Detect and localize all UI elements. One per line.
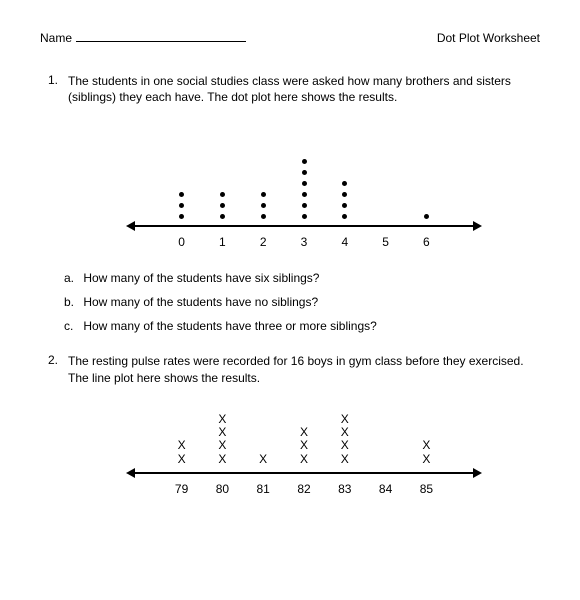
- worksheet-header: Name Dot Plot Worksheet: [40, 30, 540, 45]
- x-column: XX: [418, 439, 434, 465]
- dot-column: [257, 192, 269, 219]
- axis-tick-label: 4: [341, 235, 348, 249]
- x-column: X: [255, 453, 271, 466]
- dot-mark: [220, 203, 225, 208]
- dot-plot-axis: [134, 225, 474, 227]
- x-column: XX: [174, 439, 190, 465]
- axis-arrow-right: [473, 221, 482, 231]
- dot-mark: [261, 192, 266, 197]
- x-mark: X: [341, 453, 349, 466]
- name-label: Name: [40, 31, 72, 45]
- axis-tick-label: 1: [219, 235, 226, 249]
- problem-1-questions: a. How many of the students have six sib…: [68, 271, 540, 333]
- axis-tick-label: 0: [178, 235, 185, 249]
- dot-mark: [179, 192, 184, 197]
- question-1b: b. How many of the students have no sibl…: [64, 295, 540, 309]
- dot-mark: [424, 214, 429, 219]
- x-column: XXXX: [214, 413, 230, 466]
- question-1b-text: How many of the students have no sibling…: [83, 295, 318, 309]
- axis-tick-label: 2: [260, 235, 267, 249]
- question-1c: c. How many of the students have three o…: [64, 319, 540, 333]
- x-mark: X: [300, 453, 308, 466]
- x-mark: X: [422, 453, 430, 466]
- dot-mark: [342, 214, 347, 219]
- dot-mark: [342, 192, 347, 197]
- x-mark: X: [218, 439, 226, 452]
- dot-mark: [261, 214, 266, 219]
- x-column: XXXX: [337, 413, 353, 466]
- question-1a: a. How many of the students have six sib…: [64, 271, 540, 285]
- dot-mark: [220, 214, 225, 219]
- axis-tick-label: 83: [338, 482, 351, 496]
- dot-mark: [302, 214, 307, 219]
- axis-tick-label: 3: [301, 235, 308, 249]
- dot-mark: [179, 203, 184, 208]
- problem-1-number: 1.: [48, 73, 58, 87]
- x-column: XXX: [296, 426, 312, 466]
- axis-tick-label: 79: [175, 482, 188, 496]
- dot-mark: [302, 203, 307, 208]
- x-mark: X: [259, 453, 267, 466]
- dot-mark: [179, 214, 184, 219]
- axis-tick-label: 6: [423, 235, 430, 249]
- dot-mark: [302, 192, 307, 197]
- dot-column: [176, 192, 188, 219]
- line-plot-axis: [134, 472, 474, 474]
- dot-mark: [342, 203, 347, 208]
- worksheet-title: Dot Plot Worksheet: [437, 31, 540, 45]
- axis-arrow-left: [126, 468, 135, 478]
- dot-mark: [302, 159, 307, 164]
- axis-tick-label: 85: [420, 482, 433, 496]
- axis-tick-label: 80: [216, 482, 229, 496]
- problem-2-number: 2.: [48, 353, 58, 367]
- question-1a-text: How many of the students have six siblin…: [83, 271, 319, 285]
- dot-mark: [302, 181, 307, 186]
- dot-column: [420, 214, 432, 219]
- dot-mark: [342, 181, 347, 186]
- problem-1: 1. The students in one social studies cl…: [40, 73, 540, 333]
- x-mark: X: [218, 453, 226, 466]
- axis-arrow-left: [126, 221, 135, 231]
- line-plot-2: XXXXXXXXXXXXXXXX 79808182838485: [134, 400, 474, 500]
- problem-2: 2. The resting pulse rates were recorded…: [40, 353, 540, 499]
- axis-tick-label: 84: [379, 482, 392, 496]
- problem-1-text: The students in one social studies class…: [68, 73, 540, 105]
- dot-mark: [302, 170, 307, 175]
- x-mark: X: [178, 453, 186, 466]
- dot-plot-1: 0 1 2 3 4 5 6: [134, 119, 474, 253]
- dot-column: [216, 192, 228, 219]
- dot-mark: [220, 192, 225, 197]
- name-blank-line: [76, 30, 246, 42]
- dot-column: [339, 181, 351, 219]
- axis-tick-label: 82: [297, 482, 310, 496]
- problem-2-text: The resting pulse rates were recorded fo…: [68, 353, 540, 385]
- dot-mark: [261, 203, 266, 208]
- dot-column: [298, 159, 310, 219]
- axis-tick-label: 5: [382, 235, 389, 249]
- x-mark: X: [341, 439, 349, 452]
- axis-tick-label: 81: [257, 482, 270, 496]
- axis-arrow-right: [473, 468, 482, 478]
- question-1c-text: How many of the students have three or m…: [83, 319, 376, 333]
